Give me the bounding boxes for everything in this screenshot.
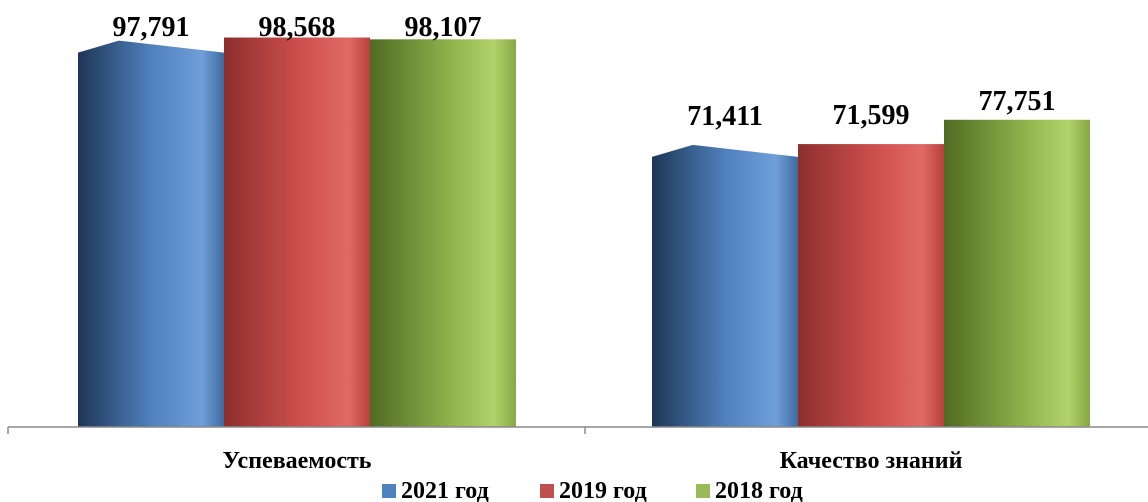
category-label-1: Успеваемость bbox=[223, 448, 372, 474]
legend-swatch-3 bbox=[696, 484, 710, 498]
x-axis bbox=[7, 426, 1148, 434]
bar-1-3 bbox=[370, 39, 516, 428]
bar-2-3 bbox=[944, 119, 1090, 427]
legend: 2021 год 2019 год 2018 год bbox=[382, 478, 803, 502]
legend-label-2: 2019 год bbox=[559, 478, 647, 502]
bar-2-1 bbox=[652, 144, 798, 427]
data-label-1-1: 97,791 bbox=[113, 12, 190, 43]
data-label-2-2: 71,599 bbox=[833, 100, 910, 131]
data-label-1-2: 98,568 bbox=[259, 12, 336, 43]
legend-label-3: 2018 год bbox=[715, 478, 803, 502]
legend-swatch-1 bbox=[382, 484, 396, 498]
legend-label-1: 2021 год bbox=[401, 478, 489, 502]
bar-2-2 bbox=[798, 144, 944, 427]
data-label-1-3: 98,107 bbox=[405, 12, 482, 43]
bars-layer bbox=[78, 37, 1090, 428]
category-label-2: Качество знаний bbox=[780, 448, 963, 474]
legend-swatch-2 bbox=[540, 484, 554, 498]
category-labels-layer: Успеваемость Качество знаний bbox=[223, 448, 963, 474]
value-labels-layer: 97,791 98,568 98,107 71,411 71,599 77,751 bbox=[113, 12, 1056, 132]
data-label-2-1: 71,411 bbox=[687, 101, 762, 132]
bar-1-2 bbox=[224, 37, 370, 428]
bar-1-1 bbox=[78, 40, 224, 428]
data-label-2-3: 77,751 bbox=[979, 86, 1056, 117]
